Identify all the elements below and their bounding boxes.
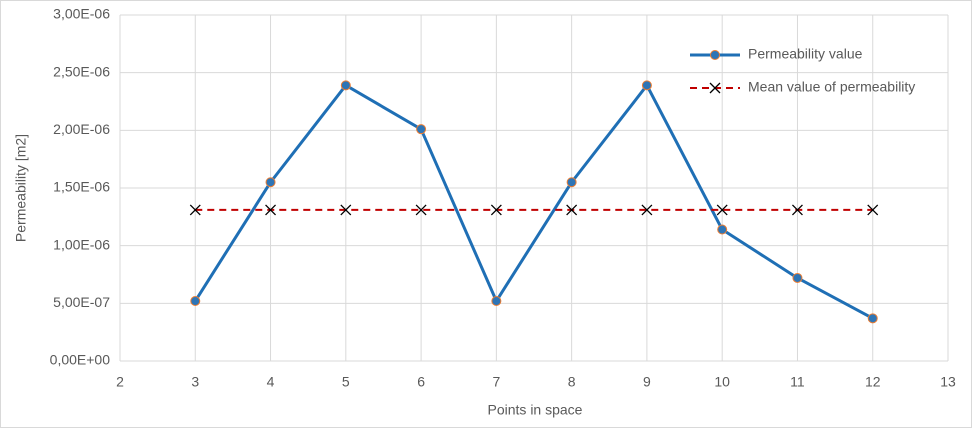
data-point — [791, 204, 803, 216]
legend-marker — [709, 82, 721, 94]
data-point — [566, 177, 577, 188]
legend-label: Mean value of permeability — [748, 79, 915, 95]
data-point — [265, 177, 276, 188]
x-tick-label: 7 — [492, 374, 500, 390]
y-tick-label: 3,00E-06 — [53, 6, 110, 22]
data-point — [867, 313, 878, 324]
legend-marker — [710, 50, 720, 60]
data-point — [716, 204, 728, 216]
x-tick-label: 4 — [267, 374, 275, 390]
data-point — [340, 80, 351, 91]
data-point — [867, 204, 879, 216]
data-point — [490, 204, 502, 216]
x-tick-label: 3 — [191, 374, 199, 390]
x-axis-label: Points in space — [488, 402, 583, 418]
x-tick-label: 5 — [342, 374, 350, 390]
data-point — [792, 272, 803, 283]
x-tick-label: 6 — [417, 374, 425, 390]
data-point — [641, 204, 653, 216]
y-tick-label: 5,00E-07 — [53, 294, 110, 310]
data-point — [717, 224, 728, 235]
x-tick-label: 11 — [790, 374, 805, 390]
x-tick-label: 10 — [714, 374, 730, 390]
data-point — [491, 296, 502, 307]
data-point — [566, 204, 578, 216]
y-tick-label: 2,00E-06 — [53, 121, 110, 137]
data-point — [416, 124, 427, 135]
x-tick-label: 2 — [116, 374, 124, 390]
x-tick-label: 9 — [643, 374, 651, 390]
y-tick-label: 1,00E-06 — [53, 236, 110, 252]
data-point — [265, 204, 277, 216]
data-point — [415, 204, 427, 216]
y-tick-label: 0,00E+00 — [50, 352, 111, 368]
y-tick-label: 2,50E-06 — [53, 63, 110, 79]
x-tick-label: 8 — [568, 374, 576, 390]
y-axis-label: Permeability [m2] — [13, 134, 29, 242]
x-tick-label: 13 — [940, 374, 956, 390]
data-point — [340, 204, 352, 216]
data-point — [190, 296, 201, 307]
data-point — [641, 80, 652, 91]
data-point — [189, 204, 201, 216]
series-line — [194, 83, 874, 320]
y-tick-label: 1,50E-06 — [53, 179, 110, 195]
legend-label: Permeability value — [748, 46, 863, 62]
x-tick-label: 12 — [865, 374, 881, 390]
